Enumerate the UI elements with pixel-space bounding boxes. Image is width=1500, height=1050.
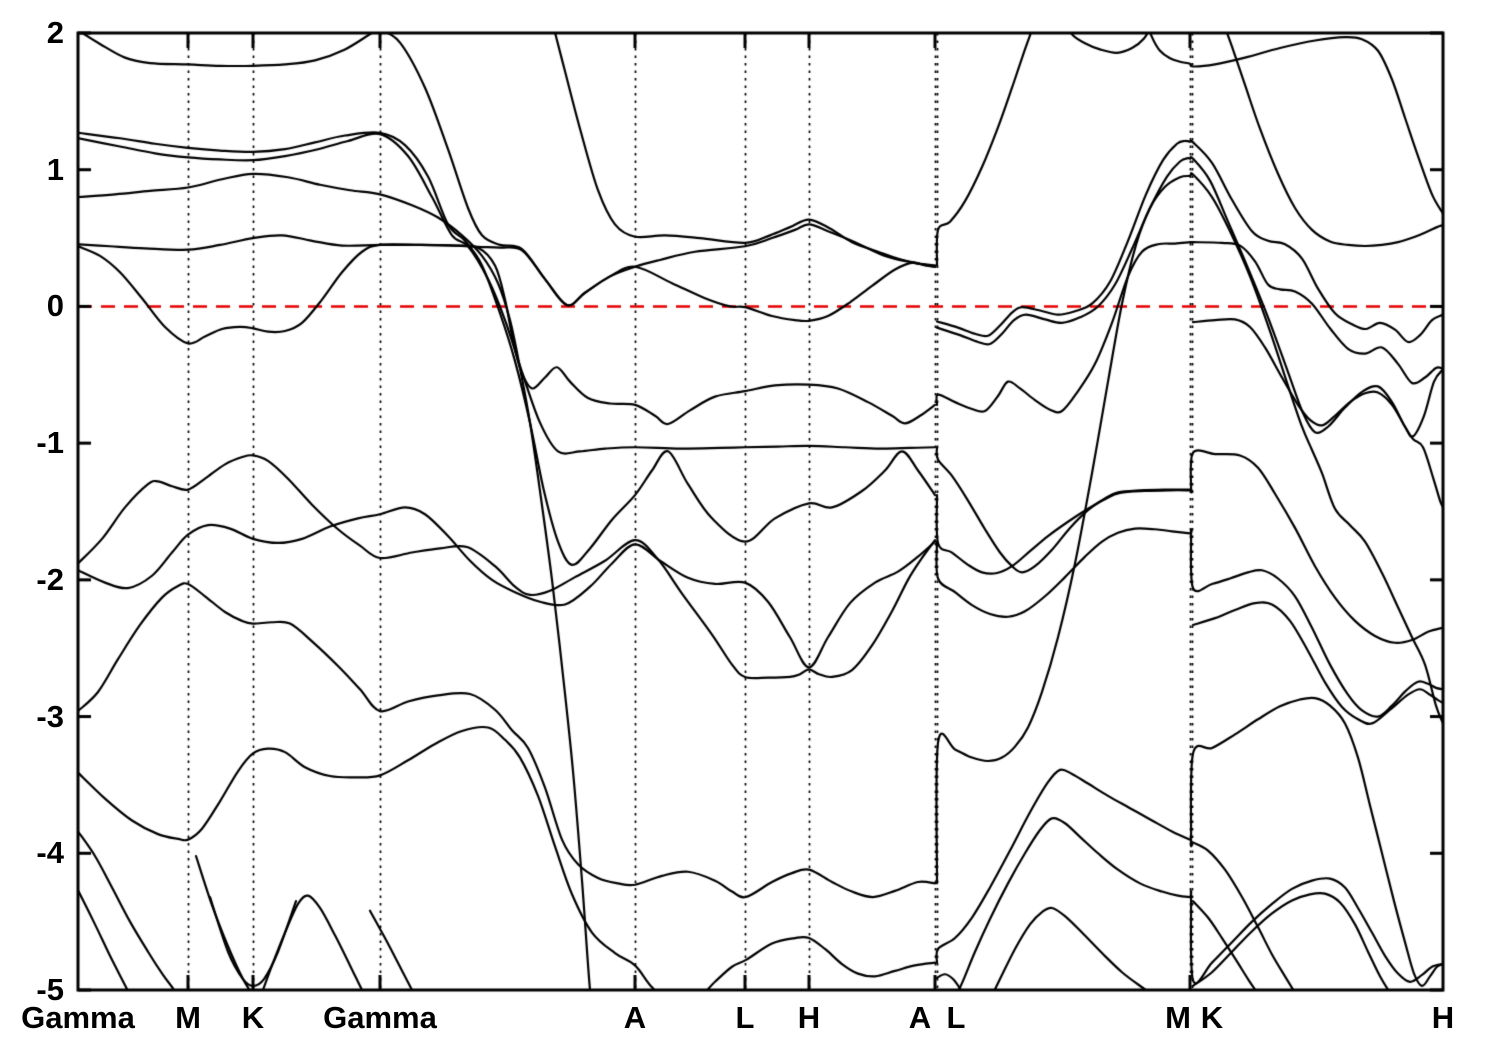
y-axis-label-1: 1 [46, 151, 64, 187]
x-axis-label-m: M [1165, 1000, 1191, 1035]
y-axis-label--2: -2 [36, 561, 64, 597]
x-axis-label-k: K [241, 1000, 265, 1035]
y-axis-label-2: 2 [46, 15, 64, 50]
y-axis-label--3: -3 [36, 698, 64, 734]
y-axis-label--1: -1 [36, 425, 64, 461]
x-axis-label-gamma: Gamma [323, 1000, 437, 1035]
x-axis-label-h: H [797, 1000, 821, 1035]
x-axis-label-m: M [175, 1000, 201, 1035]
x-axis-label-gamma: Gamma [21, 1000, 135, 1035]
y-axis-label--4: -4 [36, 835, 64, 871]
x-axis-label-l: L [735, 1000, 755, 1035]
y-axis-label-0: 0 [46, 288, 64, 324]
y-axis-label--5: -5 [36, 972, 64, 1007]
x-axis-label-k: K [1200, 1000, 1224, 1035]
x-axis-label-a: A [908, 1000, 932, 1035]
x-axis-label-l: L [946, 1000, 966, 1035]
x-axis-label-a: A [623, 1000, 647, 1035]
x-axis-label-h: H [1431, 1000, 1455, 1035]
